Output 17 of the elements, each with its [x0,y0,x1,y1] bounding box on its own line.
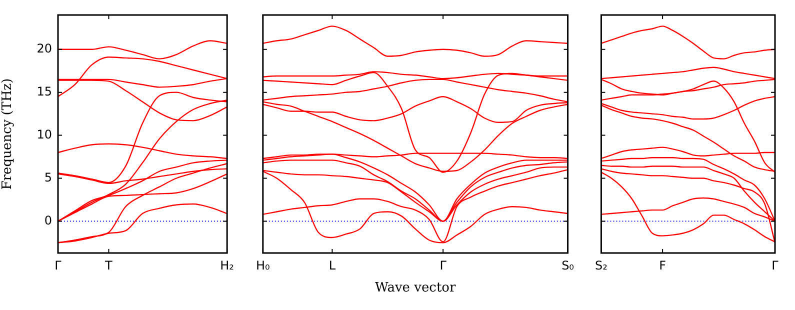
x-tick-label: Γ [440,258,447,272]
x-tick-label: H₂ [220,258,234,272]
y-tick-label: 20 [36,41,52,56]
x-tick-label: S₂ [594,258,608,272]
y-tick-label: 15 [36,84,52,98]
y-tick-label: 5 [44,170,52,184]
x-tick-label: L [328,258,336,272]
x-tick-label: S₀ [562,258,574,272]
x-tick-label: Γ [772,258,779,272]
y-axis-title: Frequency (THz) [0,78,16,190]
y-tick-label: 10 [36,127,52,142]
x-tick-label: H₀ [256,258,270,272]
x-tick-label: F [659,258,666,272]
y-tick-label: 0 [44,213,52,228]
x-tick-label: T [104,258,114,272]
x-tick-label: Γ [54,258,62,272]
x-axis-title: Wave vector [374,280,456,296]
